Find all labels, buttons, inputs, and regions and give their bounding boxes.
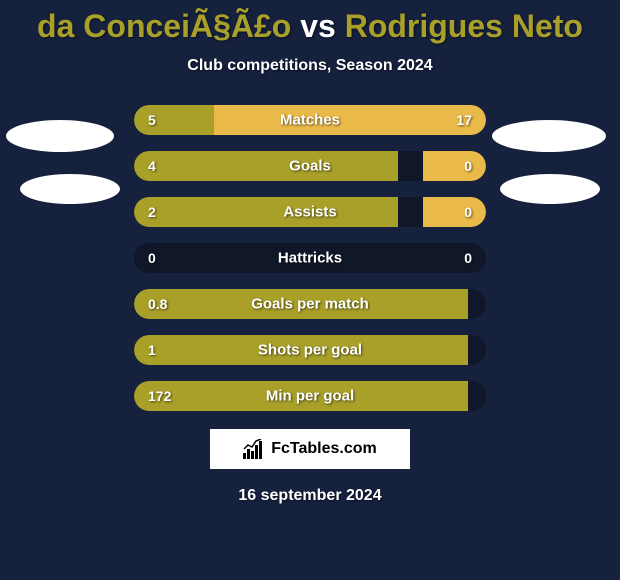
footer-logo-text: FcTables.com — [271, 440, 377, 458]
decorative-ellipse — [20, 174, 120, 204]
stat-label: Hattricks — [278, 250, 342, 267]
stat-fill-right — [423, 197, 486, 227]
stat-label: Min per goal — [266, 388, 354, 405]
stat-row: Hattricks 0 0 — [134, 243, 486, 273]
stat-label: Goals — [289, 158, 331, 175]
stat-value-left: 1 — [148, 342, 156, 358]
stat-label: Shots per goal — [258, 342, 362, 359]
stat-row: Goals 4 0 — [134, 151, 486, 181]
stat-value-left: 5 — [148, 112, 156, 128]
stat-fill-left — [134, 105, 214, 135]
stat-value-left: 2 — [148, 204, 156, 220]
footer-date: 16 september 2024 — [0, 487, 620, 505]
decorative-ellipse — [6, 120, 114, 152]
stat-value-right: 0 — [464, 158, 472, 174]
stats-container: Matches517Goals40Assists20Hattricks00Goa… — [134, 105, 486, 411]
stat-fill-right — [423, 151, 486, 181]
vs-text: vs — [291, 8, 344, 44]
stat-row: Assists 2 0 — [134, 197, 486, 227]
stat-value-right: 0 — [464, 204, 472, 220]
stat-value-left: 0.8 — [148, 296, 167, 312]
stat-value-left: 4 — [148, 158, 156, 174]
player1-name: da ConceiÃ§Ã£o — [37, 8, 291, 44]
stat-label: Matches — [280, 112, 340, 129]
chart-icon — [243, 439, 265, 459]
stat-label: Goals per match — [251, 296, 369, 313]
stat-row: Goals per match 0.8 — [134, 289, 486, 319]
decorative-ellipse — [492, 120, 606, 152]
decorative-ellipse — [500, 174, 600, 204]
stat-row: Min per goal 172 — [134, 381, 486, 411]
stat-label: Assists — [283, 204, 336, 221]
stat-value-left: 172 — [148, 388, 171, 404]
stat-value-right: 17 — [456, 112, 472, 128]
stat-fill-right — [214, 105, 486, 135]
stat-row: Matches 5 17 — [134, 105, 486, 135]
stat-fill-left — [134, 197, 398, 227]
stat-fill-left — [134, 151, 398, 181]
stat-row: Shots per goal 1 — [134, 335, 486, 365]
footer-logo: FcTables.com — [210, 429, 410, 469]
comparison-title: da ConceiÃ§Ã£o vs Rodrigues Neto — [0, 0, 620, 45]
player2-name: Rodrigues Neto — [345, 8, 583, 44]
stat-value-left: 0 — [148, 250, 156, 266]
subtitle: Club competitions, Season 2024 — [0, 57, 620, 75]
stat-value-right: 0 — [464, 250, 472, 266]
